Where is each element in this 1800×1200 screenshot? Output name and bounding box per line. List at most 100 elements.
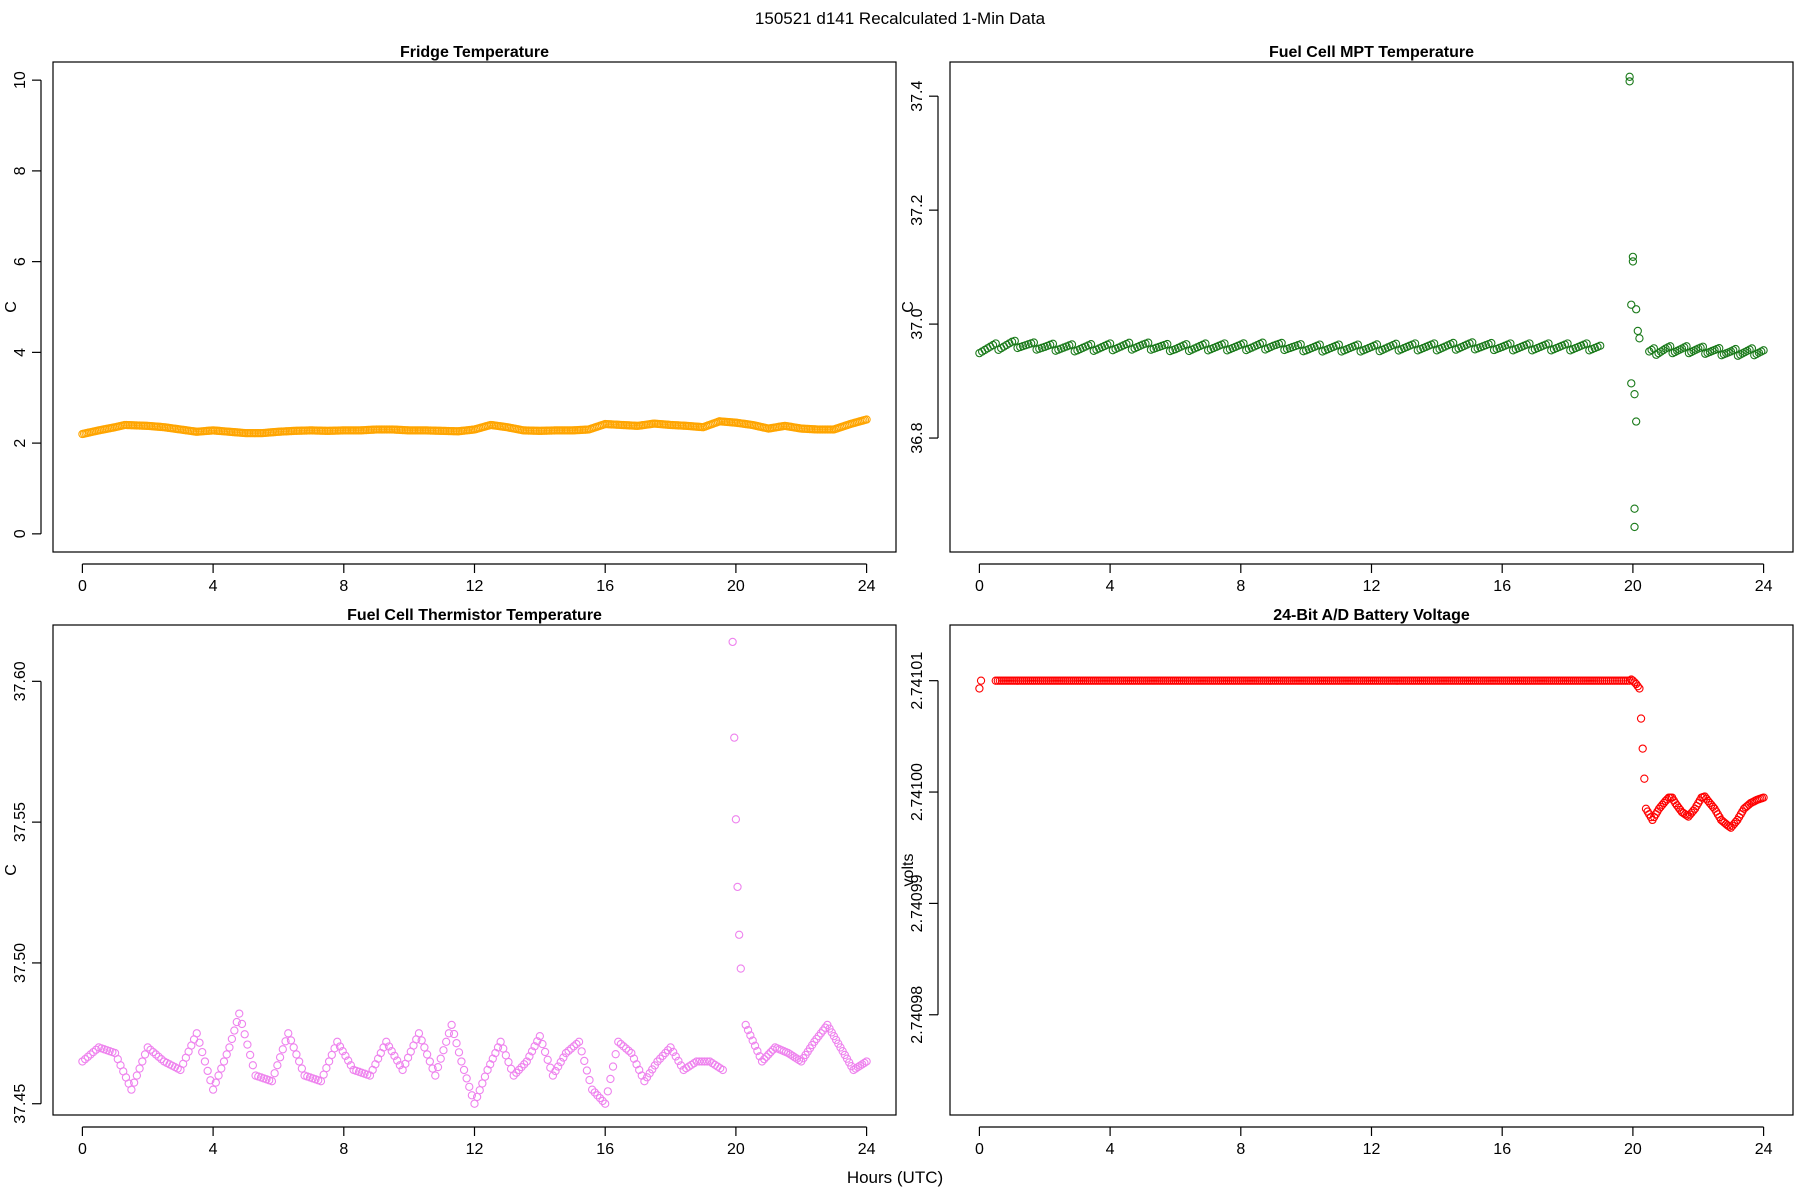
figure-xlabel: Hours (UTC) — [847, 1168, 943, 1187]
data-point — [543, 1055, 552, 1064]
data-point — [267, 1077, 277, 1086]
data-point — [671, 1052, 680, 1061]
data-point — [1296, 340, 1305, 349]
data-point — [764, 1050, 773, 1059]
data-point — [975, 684, 984, 693]
data-point — [814, 1031, 823, 1041]
data-point — [1632, 417, 1641, 426]
data-point — [1608, 676, 1617, 685]
y-tick-label: 36.8 — [909, 422, 926, 453]
data-point — [718, 1065, 727, 1075]
x-tick-label: 4 — [209, 578, 218, 595]
data-point — [200, 1057, 210, 1066]
data-point — [551, 1066, 560, 1076]
data-point — [1627, 379, 1636, 388]
data-point — [232, 1017, 241, 1027]
data-point — [1596, 341, 1605, 350]
data-point — [1372, 340, 1382, 349]
data-point — [1144, 338, 1153, 347]
data-point — [333, 1037, 342, 1046]
data-point — [784, 1048, 793, 1058]
data-point — [1640, 774, 1649, 783]
y-axis-label: C — [3, 864, 20, 876]
data-point — [736, 964, 745, 973]
data-point — [143, 1043, 152, 1052]
x-tick-label: 0 — [975, 1141, 984, 1158]
data-point — [766, 1047, 775, 1057]
data-point — [598, 1096, 607, 1106]
data-point — [580, 1056, 589, 1066]
data-point — [1636, 714, 1646, 723]
panel-title: Fuel Cell Thermistor Temperature — [347, 607, 602, 624]
data-point — [235, 1009, 244, 1018]
data-point — [452, 1039, 461, 1048]
data-point — [614, 1037, 623, 1046]
data-point — [1698, 342, 1708, 351]
x-tick-label: 4 — [1106, 1141, 1115, 1158]
data-point — [237, 1019, 247, 1029]
data-point — [149, 1047, 158, 1057]
x-tick-label: 8 — [1236, 578, 1245, 595]
data-point — [1619, 676, 1628, 685]
data-point — [590, 1088, 599, 1097]
data-point — [1086, 339, 1096, 349]
data-point — [741, 1020, 750, 1030]
data-point — [80, 1054, 90, 1064]
data-point — [417, 1036, 426, 1045]
data-point — [129, 1078, 139, 1087]
x-tick-label: 16 — [596, 1141, 614, 1158]
data-point — [1715, 343, 1724, 353]
x-tick-label: 0 — [975, 578, 984, 595]
data-point — [422, 1050, 432, 1059]
data-point — [227, 1034, 237, 1044]
y-tick-label: 4 — [12, 348, 29, 357]
data-point — [89, 1047, 98, 1057]
y-tick-label: 37.55 — [12, 802, 29, 842]
data-point — [851, 1064, 860, 1073]
data-point — [1596, 676, 1605, 685]
data-point — [527, 1047, 537, 1056]
data-point — [695, 1057, 704, 1066]
data-point — [1630, 504, 1639, 513]
data-point — [1725, 822, 1734, 831]
data-point — [442, 1037, 451, 1046]
data-point — [862, 1057, 871, 1066]
x-tick-label: 12 — [1363, 1141, 1381, 1158]
x-tick-label: 8 — [1236, 1141, 1245, 1158]
data-point — [603, 1087, 612, 1096]
data-point — [248, 1061, 258, 1070]
data-point — [203, 1066, 212, 1076]
x-tick-label: 4 — [1106, 578, 1115, 595]
data-point — [517, 1062, 526, 1072]
data-point — [433, 1062, 443, 1072]
x-tick-label: 20 — [1624, 578, 1642, 595]
data-point — [457, 1057, 466, 1066]
data-point — [849, 1065, 858, 1075]
x-tick-label: 8 — [339, 1141, 348, 1158]
y-tick-label: 37.60 — [12, 661, 29, 701]
data-point — [572, 1039, 581, 1049]
data-point — [585, 1075, 594, 1085]
data-point — [858, 1060, 867, 1069]
data-point — [601, 1099, 610, 1108]
data-point — [788, 1051, 797, 1061]
data-point — [83, 1052, 93, 1061]
data-point — [467, 1091, 477, 1100]
data-point — [666, 1043, 675, 1052]
data-point — [762, 1052, 771, 1061]
data-point — [1429, 339, 1439, 348]
data-point — [855, 1061, 865, 1070]
data-point — [750, 1041, 760, 1050]
data-point — [135, 1064, 144, 1073]
plot-frame — [949, 61, 1794, 553]
y-tick-label: 10 — [12, 71, 29, 89]
data-point — [211, 1078, 220, 1087]
data-point — [619, 1042, 628, 1051]
data-point — [730, 733, 739, 742]
y-tick-label: 37.0 — [909, 308, 926, 339]
y-tick-label: 2.74100 — [909, 763, 926, 821]
data-point — [735, 930, 744, 939]
data-point — [449, 1029, 459, 1039]
